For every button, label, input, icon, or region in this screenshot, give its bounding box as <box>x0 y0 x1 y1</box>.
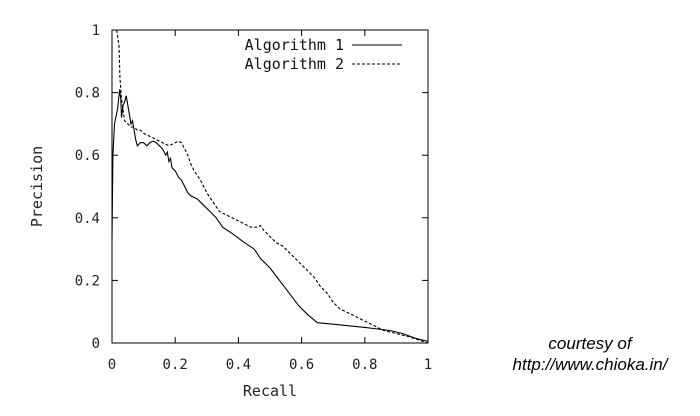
credit-url: http://www.chioka.in/ <box>512 355 668 374</box>
x-tick-label: 0.6 <box>289 357 314 373</box>
x-tick-label: 0.4 <box>226 357 251 373</box>
x-tick-label: 1 <box>424 357 432 373</box>
y-tick-label: 0.6 <box>75 148 100 164</box>
y-axis-title: Precision <box>28 146 46 227</box>
plot-area-frame <box>111 29 429 344</box>
series-line-1 <box>111 89 429 342</box>
y-tick-label: 0.8 <box>75 86 100 102</box>
series-line-2 <box>116 29 429 344</box>
legend-label-algorithm-2: Algorithm 2 <box>245 55 344 73</box>
x-tick-label: 0.8 <box>352 357 377 373</box>
axis-ticks <box>111 29 429 344</box>
series-layer <box>111 29 429 344</box>
axis-tick-labels: 0 0.2 0.4 0.6 0.8 1 0 0.2 0.4 0.6 0.8 1 <box>75 23 433 373</box>
y-tick-label: 0 <box>92 336 100 352</box>
x-tick-label: 0.2 <box>163 357 188 373</box>
x-axis-title: Recall <box>243 382 297 400</box>
legend: Algorithm 1 Algorithm 2 <box>245 36 402 73</box>
y-tick-label: 0.2 <box>75 273 100 289</box>
credit-note: courtesy of http://www.chioka.in/ <box>495 333 685 375</box>
y-tick-label: 1 <box>92 23 100 39</box>
y-tick-label: 0.4 <box>75 211 100 227</box>
x-tick-label: 0 <box>108 357 116 373</box>
credit-line-1: courtesy of <box>548 334 632 353</box>
legend-label-algorithm-1: Algorithm 1 <box>245 36 344 54</box>
